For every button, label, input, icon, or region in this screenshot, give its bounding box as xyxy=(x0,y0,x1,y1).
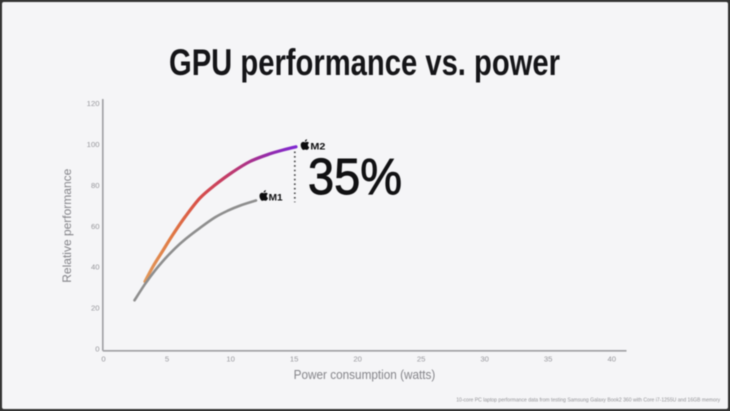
svg-text:40: 40 xyxy=(608,355,617,364)
svg-text:10-core PC laptop performance: 10-core PC laptop performance data from … xyxy=(456,398,720,404)
svg-text:0: 0 xyxy=(95,344,99,353)
svg-text:100: 100 xyxy=(87,140,100,149)
svg-text:Power consumption (watts): Power consumption (watts) xyxy=(294,367,436,382)
svg-text:120: 120 xyxy=(87,99,100,108)
svg-text:20: 20 xyxy=(91,304,100,313)
svg-text:Relative performance: Relative performance xyxy=(60,168,74,282)
svg-text:80: 80 xyxy=(91,181,100,190)
svg-text:GPU performance vs. power: GPU performance vs. power xyxy=(169,41,560,83)
svg-text:20: 20 xyxy=(353,355,362,364)
svg-text:60: 60 xyxy=(91,222,100,231)
svg-text:0: 0 xyxy=(101,355,105,364)
svg-text:5: 5 xyxy=(165,355,169,364)
svg-text:M2: M2 xyxy=(310,141,325,152)
svg-text:35%: 35% xyxy=(308,148,402,205)
svg-text:40: 40 xyxy=(91,263,100,272)
svg-text:M1: M1 xyxy=(269,192,284,203)
svg-text:30: 30 xyxy=(480,355,489,364)
svg-text:35: 35 xyxy=(544,355,553,364)
svg-text:10: 10 xyxy=(226,355,235,364)
svg-text:25: 25 xyxy=(417,355,426,364)
svg-text:15: 15 xyxy=(290,355,299,364)
